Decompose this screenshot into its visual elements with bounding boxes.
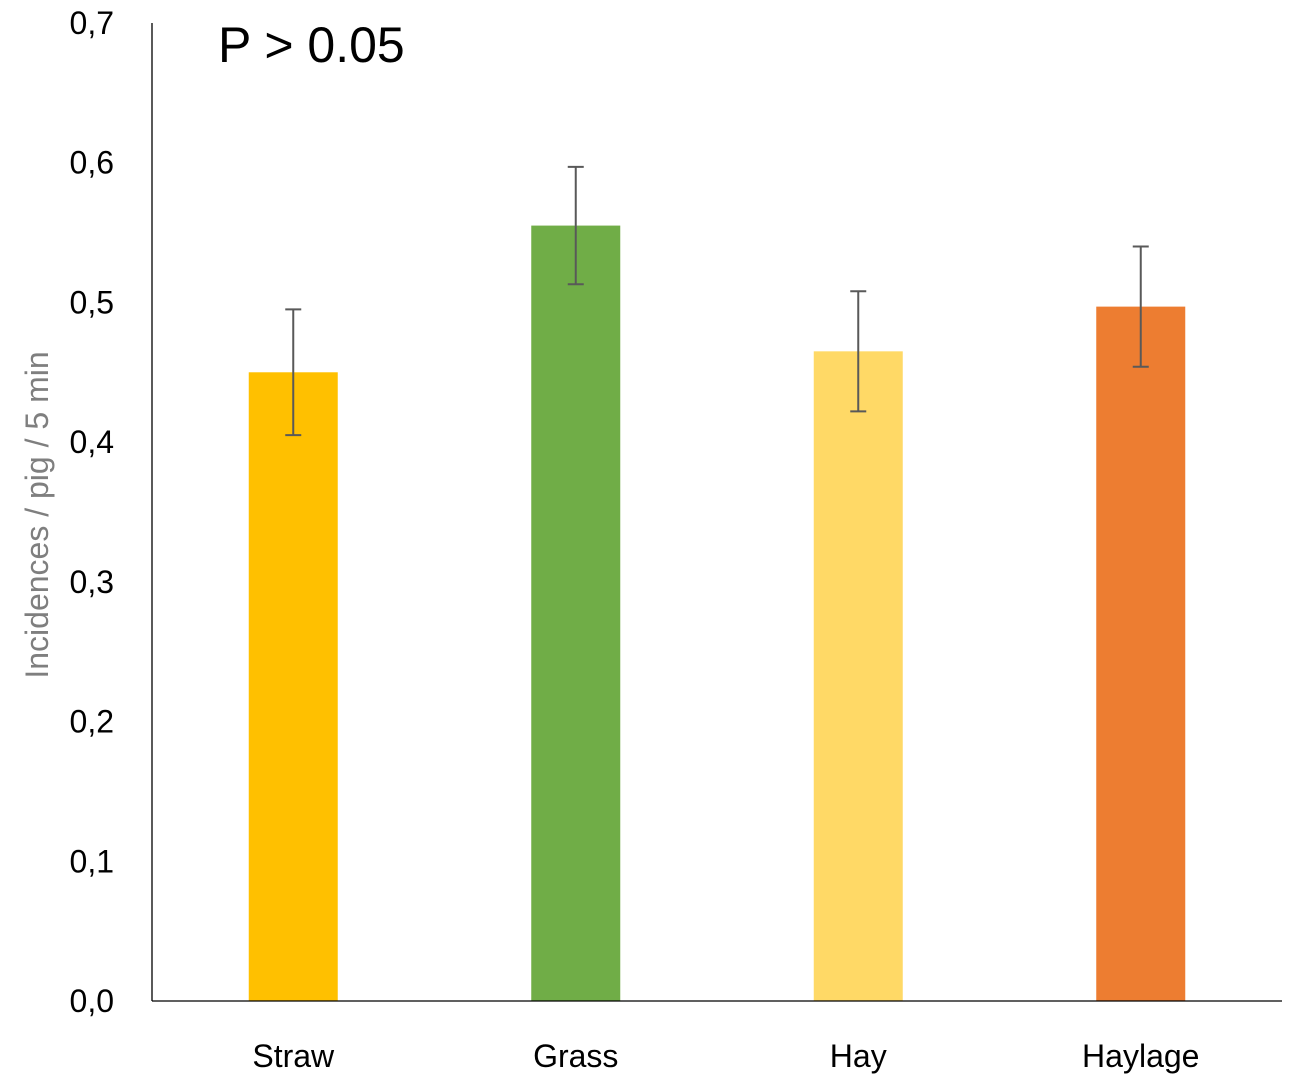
x-tick-label-hay: Hay — [830, 1038, 887, 1074]
error-bar-hay — [850, 290, 867, 413]
x-tick-label-haylage: Haylage — [1082, 1038, 1199, 1074]
y-tick-label: 0,3 — [70, 564, 114, 600]
error-bars — [285, 165, 1149, 437]
y-tick-label: 0,7 — [70, 5, 114, 41]
y-tick-label: 0,5 — [70, 284, 114, 320]
error-bar-haylage — [1132, 245, 1149, 368]
y-tick-label: 0,6 — [70, 145, 114, 181]
bar-hay — [813, 351, 903, 1001]
error-bar-straw — [285, 308, 302, 437]
y-tick-label: 0,1 — [70, 843, 114, 879]
y-tick-label: 0,2 — [70, 704, 114, 740]
bar-grass — [531, 225, 621, 1002]
significance-annotation: P > 0.05 — [218, 17, 405, 73]
y-tick-label: 0,0 — [70, 983, 114, 1019]
y-axis-title: Incidences / pig / 5 min — [19, 351, 55, 678]
bar-haylage — [1096, 306, 1186, 1001]
x-tick-label-grass: Grass — [533, 1038, 618, 1074]
x-axis-labels: Straw Grass Hay Haylage — [252, 1038, 1199, 1074]
y-axis-ticks: 0,0 0,1 0,2 0,3 0,4 0,5 0,6 0,7 — [70, 5, 114, 1019]
bars — [248, 225, 1186, 1002]
y-tick-label: 0,4 — [70, 424, 114, 460]
bar-straw — [248, 372, 338, 1001]
error-bar-grass — [567, 165, 584, 286]
x-tick-label-straw: Straw — [252, 1038, 335, 1074]
